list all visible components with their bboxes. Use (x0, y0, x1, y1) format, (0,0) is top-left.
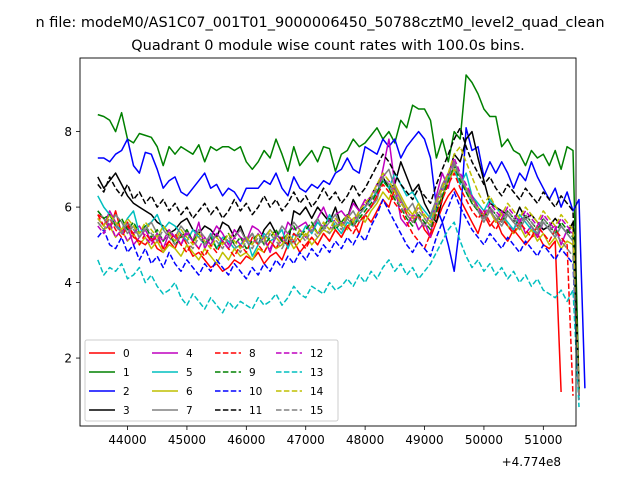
x-tick-label: 44000 (108, 433, 146, 447)
legend-item-0: 0 (89, 348, 130, 360)
legend-label: 12 (310, 348, 323, 360)
legend-label: 2 (123, 386, 130, 398)
legend-label: 1 (123, 367, 130, 379)
series-line-7 (97, 161, 580, 396)
x-tick-label: 50000 (465, 433, 503, 447)
legend-item-3: 3 (89, 405, 130, 417)
x-tick-label: 46000 (227, 433, 265, 447)
series-line-14 (97, 145, 580, 393)
legend-item-15: 15 (276, 405, 323, 417)
legend-item-2: 2 (89, 386, 130, 398)
legend-item-12: 12 (276, 348, 323, 360)
x-tick-label: 49000 (405, 433, 443, 447)
y-axis: 2 4 6 8 (64, 125, 80, 366)
series-line-8 (97, 172, 574, 396)
legend-box (84, 339, 339, 422)
series-line-1 (97, 74, 580, 389)
legend-label: 6 (186, 386, 193, 398)
legend-label: 14 (310, 386, 324, 398)
legend-label: 0 (123, 348, 130, 360)
legend-item-8: 8 (215, 348, 256, 360)
y-tick-label: 6 (64, 201, 72, 215)
y-tick-label: 4 (64, 276, 72, 290)
x-tick-label: 47000 (287, 433, 325, 447)
y-tick-label: 8 (64, 125, 72, 139)
series-line-2 (97, 127, 586, 389)
x-tick-label: 51000 (524, 433, 562, 447)
series-line-5 (97, 168, 580, 400)
legend-label: 8 (249, 348, 256, 360)
series-line-11 (97, 127, 580, 389)
x-tick-label: 48000 (346, 433, 384, 447)
legend-label: 7 (186, 405, 193, 417)
series-line-13 (97, 221, 580, 408)
series-line-3 (97, 130, 580, 396)
legend-item-13: 13 (276, 367, 323, 379)
legend-item-7: 7 (152, 405, 193, 417)
plot-frame (79, 57, 577, 427)
series-line-12 (97, 157, 580, 396)
legend-label: 11 (249, 405, 262, 417)
legend-item-9: 9 (215, 367, 256, 379)
legend-label: 4 (186, 348, 193, 360)
y-tick-label: 2 (64, 352, 72, 366)
legend-label: 5 (186, 367, 193, 379)
legend-item-5: 5 (152, 367, 193, 379)
legend-item-6: 6 (152, 386, 193, 398)
legend-item-11: 11 (215, 405, 262, 417)
series-line-10 (97, 191, 580, 400)
x-offset-label: +4.774e8 (502, 455, 561, 469)
x-tick-label: 45000 (168, 433, 206, 447)
legend-label: 9 (249, 367, 256, 379)
legend-label: 13 (310, 367, 323, 379)
legend-item-4: 4 (152, 348, 193, 360)
legend-item-14: 14 (276, 386, 324, 398)
legend-item-10: 10 (215, 386, 262, 398)
legend-label: 3 (123, 405, 130, 417)
figure-suptitle: n file: modeM0/AS1C07_001T01_9000006450_… (35, 15, 604, 31)
legend-item-1: 1 (89, 367, 130, 379)
series-lines (97, 74, 586, 408)
chart-title: Quadrant 0 module wise count rates with … (131, 38, 525, 54)
series-line-15 (97, 164, 580, 400)
x-axis: 44000 45000 46000 47000 48000 49000 50000 51000 (108, 426, 562, 447)
legend-label: 10 (249, 386, 262, 398)
legend-label: 15 (310, 405, 323, 417)
